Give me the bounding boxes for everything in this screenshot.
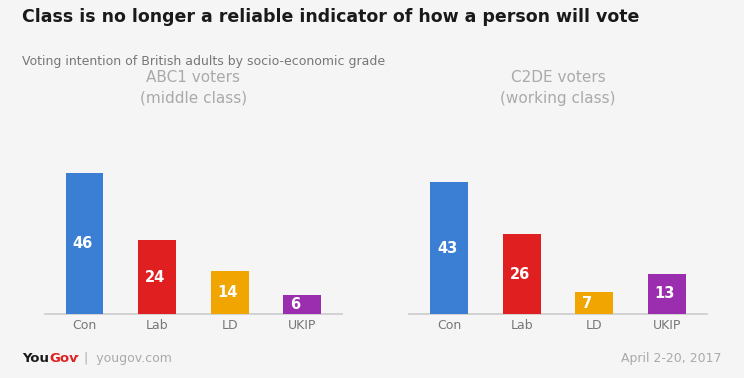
Text: C2DE voters
(working class): C2DE voters (working class) (500, 70, 616, 106)
Text: Voting intention of British adults by socio-economic grade: Voting intention of British adults by so… (22, 55, 385, 68)
Text: 14: 14 (218, 285, 238, 300)
Text: Gov: Gov (49, 352, 78, 365)
Text: 7: 7 (583, 296, 592, 311)
Bar (430, 183, 468, 314)
Text: 46: 46 (72, 236, 93, 251)
Text: |  yougov.com: | yougov.com (80, 352, 172, 365)
Bar (575, 292, 613, 314)
Bar (138, 240, 176, 314)
Bar (648, 274, 686, 314)
Text: 43: 43 (437, 241, 458, 256)
Bar (283, 296, 321, 314)
Text: ABC1 voters
(middle class): ABC1 voters (middle class) (140, 70, 247, 106)
Text: 13: 13 (655, 287, 675, 301)
Bar (211, 271, 248, 314)
Text: 24: 24 (145, 270, 165, 285)
Text: 6: 6 (290, 297, 301, 312)
Text: You: You (22, 352, 49, 365)
Bar (65, 173, 103, 314)
Text: Class is no longer a reliable indicator of how a person will vote: Class is no longer a reliable indicator … (22, 8, 640, 26)
Text: ’: ’ (75, 355, 79, 365)
Text: 26: 26 (510, 266, 530, 282)
Bar (503, 234, 541, 314)
Text: April 2-20, 2017: April 2-20, 2017 (621, 352, 722, 365)
